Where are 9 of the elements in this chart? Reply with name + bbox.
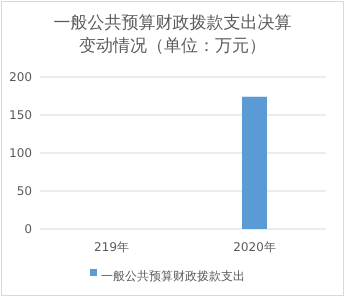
y-tick-label: 0 bbox=[24, 222, 32, 236]
x-tick-label: 219年 bbox=[94, 240, 129, 254]
legend: 一般公共预算财政拨款支出 bbox=[90, 269, 245, 283]
y-tick-label: 200 bbox=[9, 70, 32, 84]
chart-title: 一般公共预算财政拨款支出决算变动情况（单位：万元） bbox=[52, 12, 292, 58]
y-tick-label: 50 bbox=[16, 184, 32, 198]
y-tick-label: 100 bbox=[9, 146, 32, 160]
y-tick-label: 150 bbox=[9, 108, 32, 122]
x-tick-label: 2020年 bbox=[233, 240, 276, 254]
